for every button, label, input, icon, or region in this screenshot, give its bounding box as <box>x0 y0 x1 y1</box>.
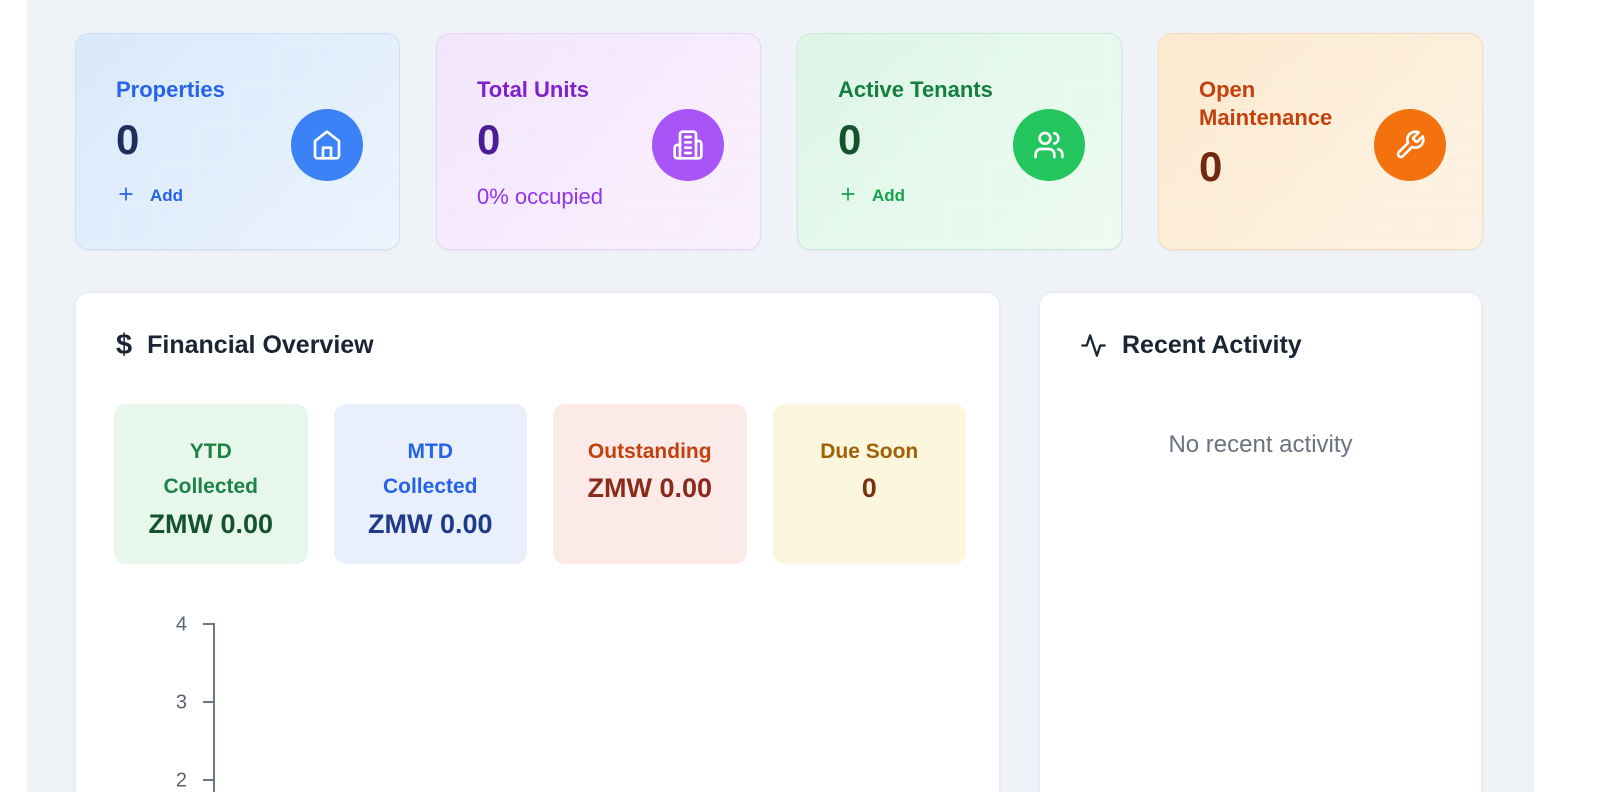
chart-y-tick <box>203 623 213 625</box>
stat-card-open-maintenance[interactable]: Open Maintenance 0 <box>1158 33 1483 250</box>
metric-outstanding: Outstanding ZMW 0.00 <box>553 404 747 564</box>
financial-overview-title: Financial Overview <box>147 331 374 359</box>
stat-card-total-units[interactable]: Total Units 0 0% occupied <box>436 33 761 250</box>
metric-value: ZMW 0.00 <box>148 508 274 539</box>
metric-label: MTD Collected <box>382 440 478 499</box>
chart-y-tick <box>203 701 213 703</box>
collections-chart: 4 3 2 <box>76 593 1001 792</box>
add-label: Add <box>872 186 906 206</box>
metric-ytd-collected: YTD Collected ZMW 0.00 <box>114 404 308 564</box>
home-icon <box>291 109 363 181</box>
metric-mtd-collected: MTD Collected ZMW 0.00 <box>333 404 527 564</box>
recent-activity-panel: Recent Activity No recent activity <box>1039 292 1482 792</box>
add-label: Add <box>150 186 184 206</box>
metric-label: Due Soon <box>820 440 919 463</box>
financial-metrics-row: YTD Collected ZMW 0.00 MTD Collected ZMW… <box>114 404 966 564</box>
recent-activity-header: Recent Activity <box>1040 293 1481 360</box>
empty-activity-message: No recent activity <box>1168 431 1353 458</box>
stat-card-properties[interactable]: Properties 0 Add <box>75 33 400 250</box>
activity-icon <box>1080 332 1107 359</box>
stat-card-active-tenants[interactable]: Active Tenants 0 Add <box>797 33 1122 250</box>
metric-value: ZMW 0.00 <box>587 473 713 504</box>
metric-value: ZMW 0.00 <box>367 508 493 539</box>
stat-title: Active Tenants <box>838 77 993 102</box>
stat-value: 0 <box>116 115 140 163</box>
stat-cards-row: Properties 0 Add Total Units 0 0% occupi… <box>75 33 1483 250</box>
add-tenant-button[interactable]: Add <box>838 184 905 209</box>
recent-activity-title: Recent Activity <box>1122 331 1302 359</box>
plus-icon <box>116 184 136 209</box>
building-icon <box>652 109 724 181</box>
occupancy-text: 0% occupied <box>477 183 603 209</box>
stat-value: 0 <box>1199 143 1223 190</box>
stat-value: 0 <box>838 115 862 163</box>
add-property-button[interactable]: Add <box>116 184 183 209</box>
financial-overview-panel: $ Financial Overview YTD Collected ZMW 0… <box>75 292 1000 792</box>
financial-overview-header: $ Financial Overview <box>76 293 999 360</box>
stat-title: Properties <box>116 77 225 102</box>
metric-label: Outstanding <box>587 440 712 463</box>
stat-title: Total Units <box>477 77 590 102</box>
dollar-sign-icon: $ <box>116 329 133 361</box>
plus-icon <box>838 184 858 209</box>
metric-label: YTD Collected <box>163 440 259 499</box>
stat-value: 0 <box>477 115 501 163</box>
metric-value: 0 <box>861 473 877 504</box>
chart-y-axis <box>213 623 215 792</box>
users-icon <box>1013 109 1085 181</box>
metric-due-soon: Due Soon 0 <box>772 404 966 564</box>
wrench-icon <box>1374 109 1446 181</box>
chart-y-tick <box>203 779 213 781</box>
stat-title: Open Maintenance <box>1199 77 1333 130</box>
